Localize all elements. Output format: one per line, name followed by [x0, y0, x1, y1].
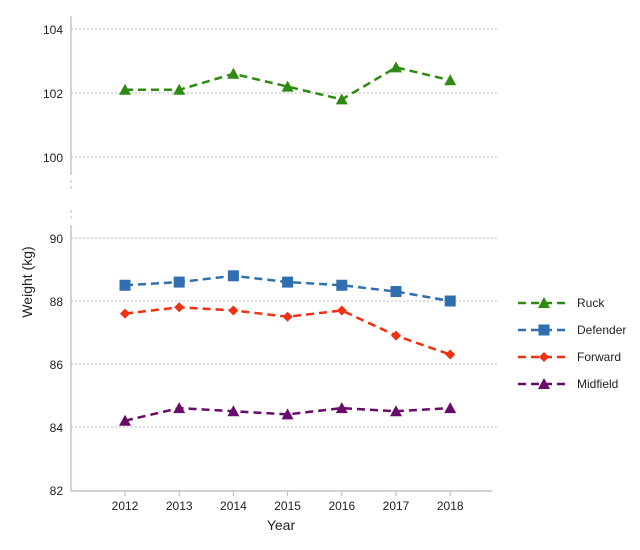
data-point-diamond — [336, 305, 347, 316]
gridlines — [71, 28, 497, 428]
data-point-triangle — [227, 67, 240, 79]
y-tick-label: 104 — [43, 23, 63, 37]
data-point-square — [282, 276, 294, 288]
data-point-triangle — [335, 402, 348, 414]
data-point-triangle — [335, 93, 348, 105]
legend-item: Defender — [518, 323, 626, 337]
y-tick-label: 90 — [50, 232, 64, 246]
data-point-triangle — [281, 80, 294, 92]
data-point-triangle — [173, 402, 186, 414]
data-point-triangle — [444, 74, 457, 86]
x-axis-label: Year — [267, 517, 296, 533]
data-point-square — [119, 279, 131, 291]
data-point-triangle — [227, 405, 240, 417]
data-point-square — [336, 279, 348, 291]
data-point-square — [538, 324, 550, 336]
data-point-diamond — [391, 330, 401, 341]
data-point-triangle — [538, 297, 550, 308]
x-tick-label: 2018 — [437, 499, 464, 513]
y-tick-label: 82 — [50, 484, 64, 498]
data-point-diamond — [445, 349, 456, 360]
data-point-square — [390, 286, 402, 298]
data-point-diamond — [539, 352, 549, 362]
legend-label: Defender — [577, 323, 626, 337]
axes: 100 102 104 82 84 86 88 90 2012 2013 2014 2015 2016 2… — [43, 16, 492, 513]
x-tick-label: 2012 — [112, 499, 139, 513]
data-point-square — [444, 295, 456, 307]
data-point-triangle — [173, 83, 186, 95]
series-forward — [120, 302, 456, 360]
series-midfield — [119, 402, 457, 426]
data-point-square — [227, 270, 239, 282]
y-tick-label: 86 — [50, 358, 64, 372]
legend-label: Ruck — [577, 296, 605, 310]
data-point-diamond — [228, 305, 239, 316]
data-point-diamond — [282, 311, 293, 322]
data-point-diamond — [120, 308, 130, 319]
data-point-triangle — [538, 378, 550, 389]
data-point-triangle — [390, 61, 402, 73]
legend-item: Midfield — [518, 377, 618, 391]
legend-item: Forward — [518, 350, 621, 364]
data-point-square — [173, 276, 185, 288]
y-tick-label: 102 — [43, 87, 63, 101]
data-point-triangle — [119, 83, 131, 95]
x-tick-label: 2015 — [274, 499, 301, 513]
legend-label: Midfield — [577, 377, 618, 391]
x-tick-label: 2014 — [220, 499, 247, 513]
data-point-triangle — [444, 402, 457, 414]
series-ruck — [119, 61, 457, 105]
x-tick-label: 2016 — [328, 499, 355, 513]
series-defender — [119, 270, 456, 307]
y-axis-label: Weight (kg) — [19, 246, 35, 317]
legend-item: Ruck — [518, 296, 605, 310]
data-point-diamond — [174, 302, 185, 313]
y-tick-label: 88 — [50, 295, 64, 309]
legend-label: Forward — [577, 350, 621, 364]
series-group — [119, 61, 457, 426]
x-tick-label: 2017 — [383, 499, 410, 513]
y-tick-label: 100 — [43, 151, 63, 165]
data-point-triangle — [390, 405, 402, 417]
x-tick-label: 2013 — [166, 499, 193, 513]
legend: Ruck Defender Forward Midfield — [518, 296, 626, 391]
data-point-triangle — [281, 408, 294, 420]
y-tick-label: 84 — [50, 421, 64, 435]
data-point-triangle — [119, 414, 131, 426]
